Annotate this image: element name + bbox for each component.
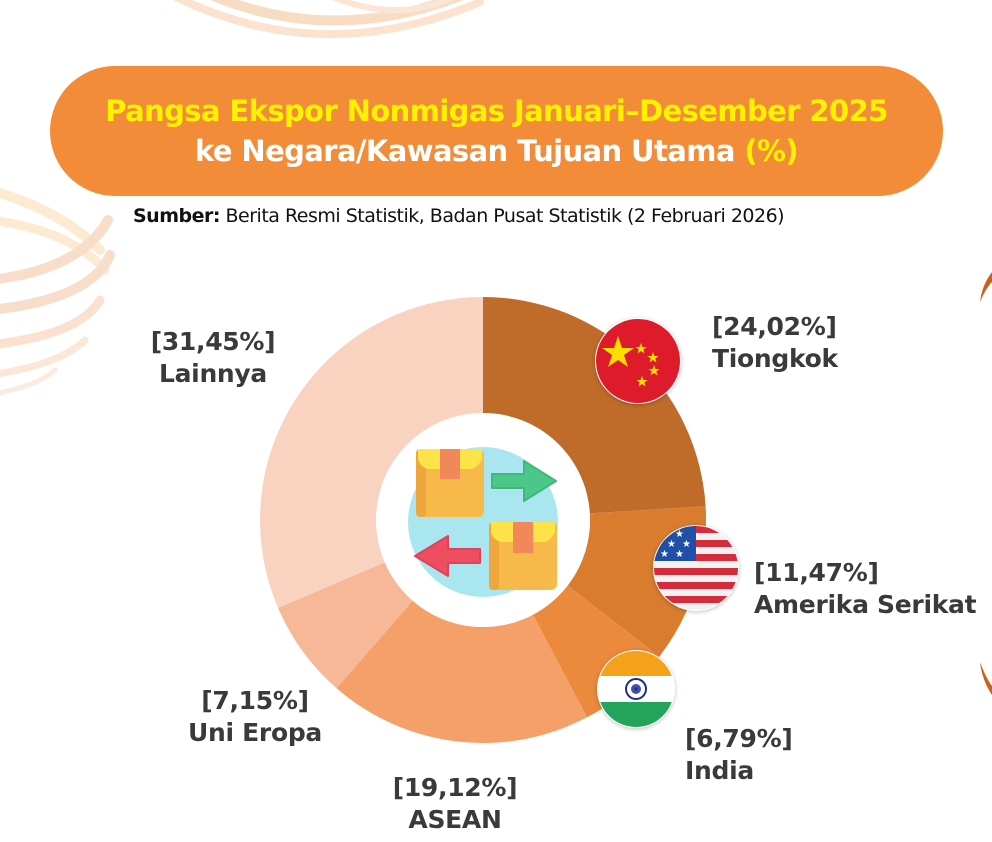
segment-tiongkok	[483, 297, 706, 514]
svg-text:★: ★	[675, 549, 684, 560]
india-flag-icon	[597, 650, 675, 728]
label-value: [11,47%]	[754, 558, 879, 587]
label-asean: [19,12%] ASEAN	[380, 772, 530, 836]
segment-lainnya	[260, 297, 483, 608]
segment-asean	[336, 600, 587, 744]
label-amerika-serikat: [11,47%] Amerika Serikat	[754, 557, 977, 621]
svg-text:★: ★	[682, 539, 691, 550]
label-india: [6,79%] India	[685, 723, 793, 787]
label-value: [24,02%]	[712, 312, 837, 341]
source-label: Sumber:	[133, 205, 220, 227]
svg-text:★: ★	[667, 539, 676, 550]
svg-text:★: ★	[675, 529, 684, 540]
svg-text:★: ★	[660, 549, 669, 560]
label-value: [7,15%]	[201, 686, 309, 715]
label-name: Lainnya	[158, 359, 268, 388]
title-line-2: ke Negara/Kawasan Tujuan Utama (%)	[194, 131, 799, 171]
boxes-exchange-icon	[408, 447, 558, 597]
segment-uni-eropa	[278, 562, 413, 689]
label-name: Uni Eropa	[187, 718, 323, 747]
title-line-2-text: ke Negara/Kawasan Tujuan Utama	[194, 134, 735, 168]
label-lainnya: [31,45%] Lainnya	[143, 326, 283, 390]
label-name: Tiongkok	[712, 344, 838, 373]
label-value: [6,79%]	[685, 724, 793, 753]
label-value: [19,12%]	[392, 773, 518, 802]
source-text: Berita Resmi Statistik, Badan Pusat Stat…	[219, 205, 785, 227]
title-banner: Pangsa Ekspor Nonmigas Januari–Desember …	[50, 66, 943, 196]
label-name: India	[685, 756, 754, 785]
usa-flag-icon: ★★ ★★ ★★	[653, 525, 739, 611]
source-note: Sumber: Berita Resmi Statistik, Badan Pu…	[133, 205, 893, 227]
china-flag-icon	[595, 318, 681, 404]
label-name: Amerika Serikat	[754, 590, 977, 619]
label-value: [31,45%]	[150, 327, 276, 356]
label-tiongkok: [24,02%] Tiongkok	[712, 311, 838, 375]
title-unit: (%)	[744, 134, 799, 168]
title-line-1: Pangsa Ekspor Nonmigas Januari–Desember …	[105, 94, 888, 128]
label-name: ASEAN	[408, 805, 502, 834]
label-uni-eropa: [7,15%] Uni Eropa	[180, 685, 330, 749]
